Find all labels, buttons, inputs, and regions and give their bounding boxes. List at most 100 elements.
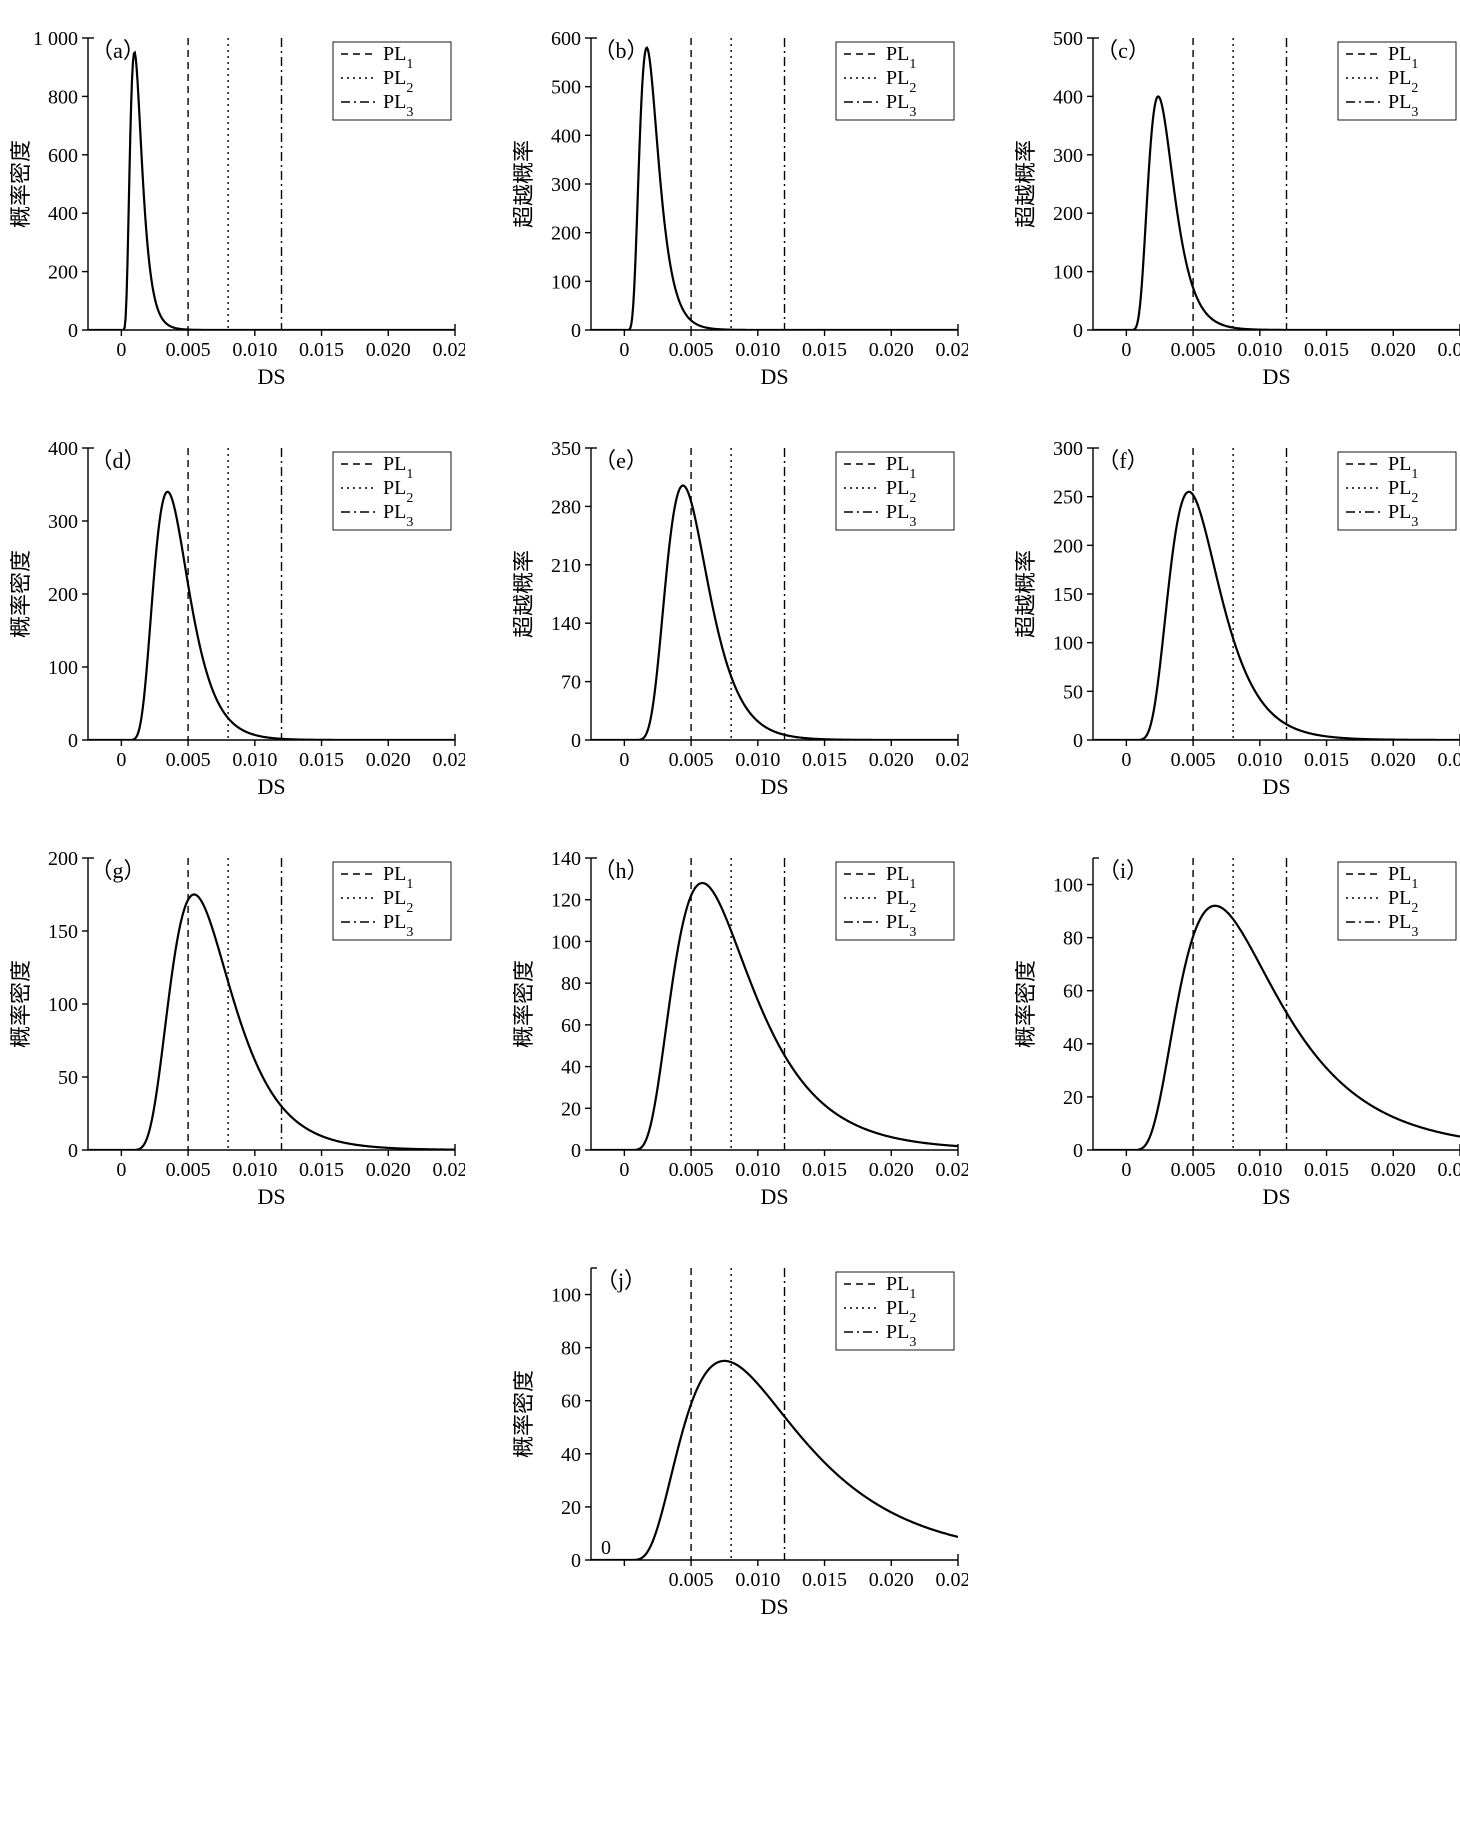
svg-text:（h）: （h） bbox=[593, 858, 648, 883]
svg-text:0.020: 0.020 bbox=[868, 749, 913, 771]
svg-text:0.025: 0.025 bbox=[1438, 1159, 1460, 1181]
legend: PL1PL2PL3 bbox=[836, 862, 954, 940]
svg-text:0.005: 0.005 bbox=[166, 339, 211, 361]
svg-text:0.010: 0.010 bbox=[735, 339, 780, 361]
svg-text:0.010: 0.010 bbox=[735, 1159, 780, 1181]
panel-svg: 00.0050.0100.0150.0200.025DS020406080100… bbox=[513, 840, 968, 1220]
svg-text:200: 200 bbox=[48, 848, 78, 870]
panel-b: 00.0050.0100.0150.0200.025DS010020030040… bbox=[513, 20, 968, 400]
svg-text:0.025: 0.025 bbox=[935, 1159, 968, 1181]
panel-svg: 00.0050.0100.0150.0200.025DS050100150200… bbox=[10, 840, 465, 1220]
svg-text:（e）: （e） bbox=[594, 448, 648, 473]
legend: PL1PL2PL3 bbox=[333, 862, 451, 940]
svg-text:DS: DS bbox=[760, 1184, 788, 1209]
svg-text:0: 0 bbox=[1121, 749, 1131, 771]
y-axis-label: 概率密度 bbox=[1015, 960, 1038, 1048]
svg-text:80: 80 bbox=[561, 1338, 581, 1360]
svg-text:70: 70 bbox=[561, 672, 581, 694]
svg-text:0.025: 0.025 bbox=[935, 339, 968, 361]
svg-text:120: 120 bbox=[551, 890, 581, 912]
svg-text:60: 60 bbox=[561, 1391, 581, 1413]
svg-text:0: 0 bbox=[1073, 730, 1083, 752]
svg-text:0.005: 0.005 bbox=[166, 749, 211, 771]
legend: PL1PL2PL3 bbox=[1338, 452, 1456, 530]
panel-h: 00.0050.0100.0150.0200.025DS020406080100… bbox=[513, 840, 968, 1220]
svg-text:80: 80 bbox=[1063, 928, 1083, 950]
svg-text:0.010: 0.010 bbox=[735, 1569, 780, 1591]
svg-text:50: 50 bbox=[58, 1067, 78, 1089]
svg-text:0: 0 bbox=[68, 320, 78, 342]
legend: PL1PL2PL3 bbox=[333, 42, 451, 120]
legend: PL1PL2PL3 bbox=[333, 452, 451, 530]
row-3: 0.0050.0100.0150.0200.0250DS020406080100… bbox=[10, 1250, 1460, 1630]
svg-text:0.020: 0.020 bbox=[366, 749, 411, 771]
panel-f: 00.0050.0100.0150.0200.025DS050100150200… bbox=[1015, 430, 1460, 810]
svg-text:0.020: 0.020 bbox=[1371, 339, 1416, 361]
svg-text:0: 0 bbox=[68, 1140, 78, 1162]
panel-svg: 00.0050.0100.0150.0200.025DS020040060080… bbox=[10, 20, 465, 400]
panel-j: 0.0050.0100.0150.0200.0250DS020406080100… bbox=[513, 1250, 968, 1630]
svg-text:0.010: 0.010 bbox=[735, 749, 780, 771]
svg-text:0.005: 0.005 bbox=[1171, 339, 1216, 361]
panel-svg: 0.0050.0100.0150.0200.0250DS020406080100… bbox=[513, 1250, 968, 1630]
svg-text:0.025: 0.025 bbox=[1438, 339, 1460, 361]
svg-text:140: 140 bbox=[551, 848, 581, 870]
panel-g: 00.0050.0100.0150.0200.025DS050100150200… bbox=[10, 840, 465, 1220]
svg-text:20: 20 bbox=[1063, 1087, 1083, 1109]
svg-text:20: 20 bbox=[561, 1497, 581, 1519]
density-curve bbox=[1093, 96, 1460, 330]
svg-text:（b）: （b） bbox=[593, 38, 648, 63]
svg-text:0.025: 0.025 bbox=[433, 749, 466, 771]
svg-text:DS: DS bbox=[257, 364, 285, 389]
svg-text:0.020: 0.020 bbox=[366, 339, 411, 361]
svg-text:0: 0 bbox=[1121, 1159, 1131, 1181]
svg-text:0: 0 bbox=[116, 1159, 126, 1181]
svg-text:200: 200 bbox=[1053, 203, 1083, 225]
y-axis-label: 概率密度 bbox=[10, 960, 33, 1048]
svg-text:0.020: 0.020 bbox=[868, 1159, 913, 1181]
svg-text:0.010: 0.010 bbox=[232, 749, 277, 771]
svg-text:（i）: （i） bbox=[1098, 858, 1148, 883]
svg-text:0: 0 bbox=[571, 1550, 581, 1572]
svg-text:0.015: 0.015 bbox=[802, 1569, 847, 1591]
svg-text:0.015: 0.015 bbox=[1304, 1159, 1349, 1181]
svg-text:0.010: 0.010 bbox=[1237, 749, 1282, 771]
svg-text:60: 60 bbox=[1063, 981, 1083, 1003]
svg-text:0.025: 0.025 bbox=[433, 1159, 466, 1181]
svg-text:0.005: 0.005 bbox=[668, 1569, 713, 1591]
svg-text:100: 100 bbox=[551, 931, 581, 953]
svg-text:0.020: 0.020 bbox=[868, 1569, 913, 1591]
svg-text:100: 100 bbox=[1053, 262, 1083, 284]
panel-c: 00.0050.0100.0150.0200.025DS010020030040… bbox=[1015, 20, 1460, 400]
svg-text:0: 0 bbox=[619, 749, 629, 771]
svg-text:600: 600 bbox=[551, 28, 581, 50]
panel-svg: 00.0050.0100.0150.0200.025DS010020030040… bbox=[10, 430, 465, 810]
panel-svg: 00.0050.0100.0150.0200.025DS070140210280… bbox=[513, 430, 968, 810]
svg-text:0: 0 bbox=[571, 320, 581, 342]
svg-text:100: 100 bbox=[48, 994, 78, 1016]
y-axis-label: 超越概率 bbox=[1015, 140, 1038, 228]
svg-text:800: 800 bbox=[48, 86, 78, 108]
svg-text:DS: DS bbox=[257, 774, 285, 799]
svg-text:200: 200 bbox=[48, 262, 78, 284]
svg-text:140: 140 bbox=[551, 613, 581, 635]
svg-text:（a）: （a） bbox=[91, 38, 145, 63]
y-axis-label: 超越概率 bbox=[1015, 550, 1038, 638]
svg-text:0.020: 0.020 bbox=[1371, 749, 1416, 771]
svg-text:40: 40 bbox=[1063, 1034, 1083, 1056]
svg-text:（g）: （g） bbox=[90, 858, 145, 883]
panel-e: 00.0050.0100.0150.0200.025DS070140210280… bbox=[513, 430, 968, 810]
svg-text:0.015: 0.015 bbox=[802, 1159, 847, 1181]
svg-text:150: 150 bbox=[1053, 584, 1083, 606]
svg-text:400: 400 bbox=[551, 125, 581, 147]
legend: PL1PL2PL3 bbox=[836, 1272, 954, 1350]
y-axis-label: 概率密度 bbox=[10, 550, 33, 638]
y-axis-label: 概率密度 bbox=[513, 1370, 536, 1458]
panel-i: 00.0050.0100.0150.0200.025DS020406080100… bbox=[1015, 840, 1460, 1220]
svg-text:DS: DS bbox=[1262, 774, 1290, 799]
svg-text:80: 80 bbox=[561, 973, 581, 995]
svg-text:0.025: 0.025 bbox=[935, 749, 968, 771]
density-curve bbox=[591, 1361, 958, 1560]
svg-text:20: 20 bbox=[561, 1098, 581, 1120]
panel-d: 00.0050.0100.0150.0200.025DS010020030040… bbox=[10, 430, 465, 810]
